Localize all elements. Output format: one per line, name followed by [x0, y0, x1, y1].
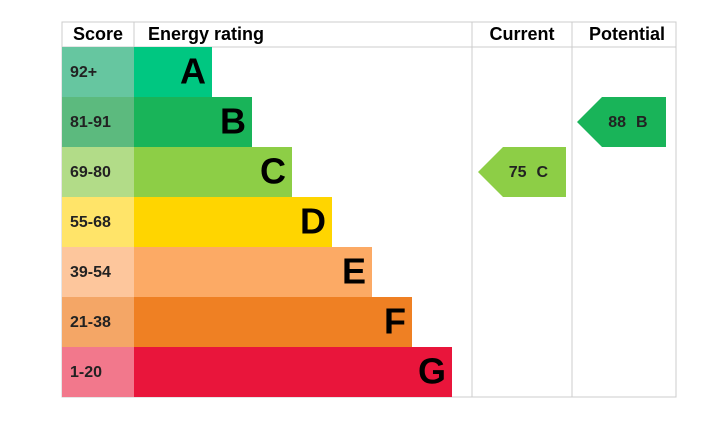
score-cell — [62, 247, 134, 297]
score-label: 39-54 — [70, 264, 111, 281]
potential-letter: B — [636, 114, 648, 131]
rating-letter: E — [342, 251, 366, 292]
score-cell — [62, 297, 134, 347]
score-cell — [62, 47, 134, 97]
rating-letter: D — [300, 201, 326, 242]
score-label: 81-91 — [70, 114, 111, 131]
score-cell — [62, 97, 134, 147]
potential-arrow — [577, 97, 666, 147]
score-label: 1-20 — [70, 364, 102, 381]
score-label: 69-80 — [70, 164, 111, 181]
rating-bar — [134, 197, 332, 247]
rating-letter: F — [384, 301, 406, 342]
score-cell — [62, 347, 134, 397]
score-cell — [62, 197, 134, 247]
rating-bar — [134, 247, 372, 297]
score-label: 92+ — [70, 64, 97, 81]
score-label: 55-68 — [70, 214, 111, 231]
current-arrow — [478, 147, 566, 197]
rating-bar — [134, 47, 212, 97]
score-cell — [62, 147, 134, 197]
rating-bar — [134, 97, 252, 147]
rating-bar — [134, 147, 292, 197]
header-rating: Energy rating — [148, 24, 264, 44]
header-score: Score — [73, 24, 123, 44]
rating-letter: B — [220, 101, 246, 142]
rating-bar — [134, 297, 412, 347]
header-potential: Potential — [589, 24, 665, 44]
score-label: 21-38 — [70, 314, 111, 331]
rating-bar — [134, 347, 452, 397]
rating-letter: A — [180, 51, 206, 92]
rating-letter: C — [260, 151, 286, 192]
current-letter: C — [537, 164, 549, 181]
potential-value: 88 — [608, 114, 626, 131]
header-current: Current — [489, 24, 554, 44]
rating-letter: G — [418, 351, 446, 392]
current-value: 75 — [509, 164, 527, 181]
